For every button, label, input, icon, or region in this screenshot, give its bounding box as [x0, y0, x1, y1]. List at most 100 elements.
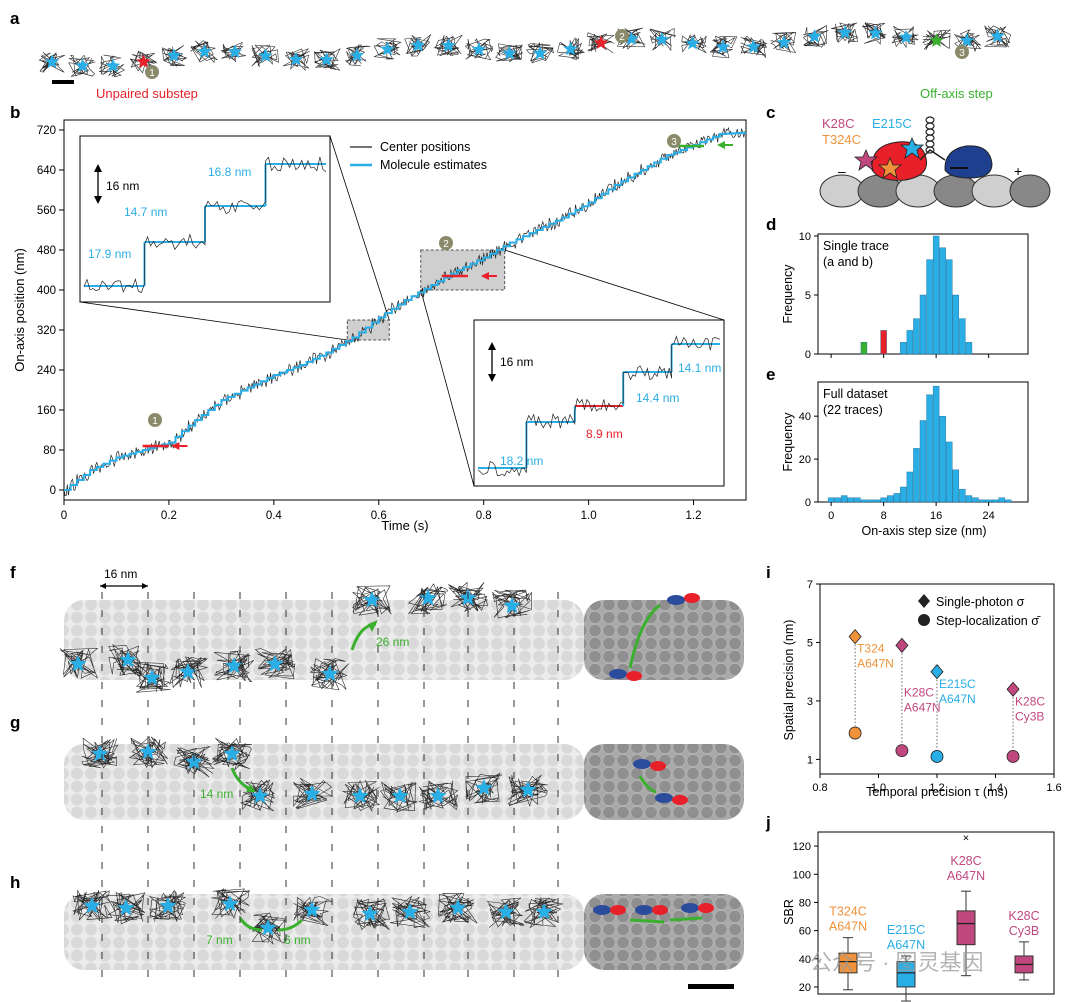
- panel-a-star-icon: [776, 35, 792, 49]
- panel-f: 16 nm 26 nm: [59, 567, 744, 693]
- box-label: Cy3B: [1009, 924, 1040, 938]
- panel-b-xtick-label: 0.4: [266, 510, 283, 522]
- panel-a-star-icon: [959, 33, 975, 47]
- trajectory-cluster: [492, 589, 533, 619]
- panel-a-star-icon: [837, 25, 853, 39]
- trajectory-cluster: [418, 780, 459, 811]
- trajectory-cluster: [292, 777, 333, 810]
- panel-b-inset-right: 16 nm 18.2 nm 8.9 nm 14.4 nm 14.1 nm: [473, 319, 725, 487]
- fluorophore-star-icon: [117, 899, 135, 916]
- trajectory-cluster: [389, 895, 431, 929]
- panel-b-ytick-label: 480: [37, 245, 56, 257]
- xtick-label: 24: [983, 510, 995, 522]
- panel-a-star-icon: [807, 29, 822, 43]
- trajectory-cluster: [309, 658, 349, 691]
- ytick-label: 0: [805, 497, 811, 509]
- panel-a-star-icon: [898, 29, 914, 44]
- single-photon-marker: [930, 664, 944, 680]
- panel-b-xtick-label: 0.6: [371, 510, 387, 522]
- histogram-bar: [900, 486, 907, 503]
- panel-a-cluster: [464, 38, 494, 61]
- inset-right-step-1: 18.2 nm: [500, 454, 543, 468]
- panel-a-star-icon: [288, 52, 304, 66]
- panel-b-marker-1: 1: [148, 413, 162, 427]
- panel-b-marker-2: 2: [439, 236, 453, 250]
- histogram-bar: [985, 499, 992, 503]
- watermark: 公众号 · 图灵基因: [810, 950, 984, 975]
- fluorophore-star-icon: [475, 779, 493, 796]
- histogram-bar: [913, 318, 920, 355]
- xtick-label: 1.6: [1046, 782, 1061, 794]
- inset-right-scale: 16 nm: [500, 355, 533, 369]
- histogram-bar: [939, 415, 946, 503]
- panel-a-star-icon: [990, 28, 1005, 43]
- box-label: A647N: [829, 920, 867, 934]
- inset-right-step-4: 14.1 nm: [678, 361, 721, 375]
- plus-end-label: +: [1014, 163, 1022, 179]
- panel-c-letter: c: [766, 103, 775, 122]
- step-localization-marker: [895, 744, 909, 758]
- arrow-icon: [717, 141, 726, 149]
- fluorophore-star-icon: [223, 745, 241, 762]
- panel-b-xtick-label: 1.2: [686, 510, 702, 522]
- trajectory-cluster: [211, 737, 252, 771]
- panel-h-scale-bar: [688, 984, 734, 989]
- trajectory-cluster: [352, 585, 392, 616]
- panel-a-letter: a: [10, 9, 20, 28]
- t324c-star-icon: [877, 156, 903, 179]
- e215c-label: E215C: [872, 116, 912, 131]
- panel-b-legend: Center positions Molecule estimates: [350, 140, 487, 172]
- series-label: A647N: [939, 692, 976, 706]
- panel-a-star-icon: [380, 41, 395, 56]
- svg-text:3: 3: [959, 48, 965, 59]
- panel-i: 0.8 1.0 1.2 1.4 1.61357T324A647NK28CA647NE21…: [782, 579, 1062, 799]
- panel-a-star-icon: [258, 48, 273, 62]
- panel-f-motor-icon: [609, 593, 700, 681]
- panel-j-letter: j: [765, 813, 771, 832]
- panel-a-star-icon: [441, 38, 456, 52]
- fluorophore-star-icon: [363, 591, 381, 608]
- histogram-bar: [965, 342, 973, 355]
- panel-a-marker-3: 3: [955, 45, 969, 59]
- legend-molecule-estimates: Molecule estimates: [380, 158, 487, 172]
- panel-a-cluster: [586, 32, 615, 54]
- e215c-star-icon: [899, 136, 925, 159]
- svg-text:2: 2: [443, 239, 449, 250]
- trajectory-cluster: [81, 737, 119, 769]
- panel-a-star-icon: [868, 25, 883, 40]
- panel-a-cluster: [404, 34, 432, 57]
- fluorophore-star-icon: [419, 589, 437, 606]
- series-label: K28C: [1015, 694, 1045, 708]
- xtick-label: 0.8: [812, 782, 827, 794]
- panel-a-star-icon: [715, 39, 731, 54]
- fluorophore-star-icon: [139, 743, 157, 760]
- panel-a-cluster: [709, 35, 738, 59]
- trajectory-cluster: [105, 891, 146, 925]
- single-photon-marker: [895, 637, 909, 653]
- histogram-bar: [978, 499, 986, 503]
- histogram-bar: [860, 499, 868, 503]
- ytick-label: 60: [799, 926, 811, 938]
- series-label: K28C: [904, 686, 934, 700]
- panel-a-cluster: [98, 54, 126, 78]
- fluorophore-star-icon: [391, 787, 409, 804]
- panel-e-title2: (22 traces): [823, 403, 883, 417]
- minus-end-label: –: [838, 163, 846, 179]
- ytick-label: 20: [799, 982, 811, 994]
- fluorophore-star-icon: [83, 897, 101, 914]
- histogram-bar: [886, 495, 894, 503]
- xtick-label: 0: [828, 510, 834, 522]
- panel-a-cluster: [495, 43, 524, 63]
- panel-a-cluster: [953, 29, 982, 53]
- trajectory-cluster: [108, 643, 147, 677]
- histogram-bar: [952, 469, 960, 503]
- panel-a-cluster: [433, 34, 463, 57]
- histogram-bar: [841, 495, 848, 503]
- ytick-label: 40: [799, 411, 811, 423]
- histogram-bar: [854, 497, 861, 503]
- zoom-box-left: [346, 319, 390, 341]
- panel-b-letter: b: [10, 103, 20, 122]
- t324c-label: T324C: [822, 132, 861, 147]
- neck-linker: [919, 149, 946, 161]
